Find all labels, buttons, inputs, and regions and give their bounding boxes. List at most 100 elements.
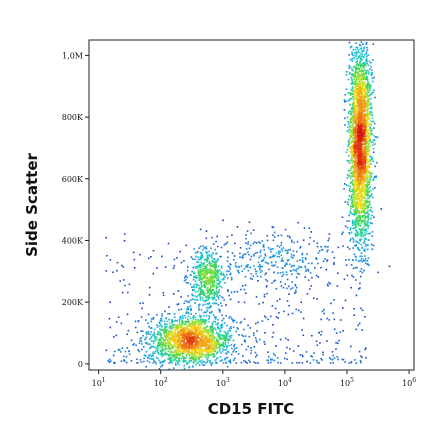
data-point <box>352 153 355 155</box>
data-point <box>142 334 144 337</box>
data-point <box>253 361 255 364</box>
data-point <box>351 132 354 135</box>
data-point <box>354 219 357 221</box>
data-point <box>357 105 360 107</box>
data-point <box>371 77 374 79</box>
data-point <box>227 290 229 292</box>
data-point <box>194 347 197 349</box>
data-point <box>366 85 368 87</box>
data-point <box>358 199 360 201</box>
data-point <box>180 327 183 329</box>
data-point <box>310 355 312 357</box>
data-point <box>364 262 367 265</box>
data-point <box>209 283 211 286</box>
data-point <box>113 336 115 338</box>
data-point <box>186 300 188 303</box>
data-point <box>357 260 360 263</box>
data-point <box>366 135 369 137</box>
data-point <box>355 114 357 117</box>
data-point <box>189 305 192 307</box>
data-point <box>179 349 182 351</box>
data-point <box>353 120 356 123</box>
data-point <box>171 346 174 349</box>
data-point <box>206 282 208 285</box>
data-point <box>256 275 259 277</box>
data-point <box>128 353 131 356</box>
data-point <box>350 190 352 193</box>
data-point <box>180 296 182 298</box>
data-point <box>353 213 355 215</box>
data-point <box>353 117 356 119</box>
data-point <box>367 140 370 143</box>
data-point <box>363 88 365 91</box>
data-point <box>211 271 214 274</box>
data-point <box>202 245 204 247</box>
data-point <box>191 320 193 322</box>
data-point <box>367 124 370 127</box>
data-point <box>272 331 275 334</box>
data-point <box>366 162 369 164</box>
data-point <box>167 242 170 245</box>
data-point <box>208 345 210 347</box>
data-point <box>291 273 293 275</box>
data-point <box>164 346 167 349</box>
data-point <box>204 354 207 357</box>
data-point <box>153 337 156 340</box>
data-point <box>366 79 369 81</box>
data-point <box>284 357 286 360</box>
data-point <box>353 253 356 255</box>
data-point <box>364 148 367 151</box>
data-point <box>198 273 201 275</box>
data-point <box>179 325 182 328</box>
data-point <box>202 265 204 267</box>
data-point <box>202 360 204 363</box>
data-point <box>179 354 181 357</box>
data-point <box>354 182 357 185</box>
data-point <box>360 190 362 192</box>
data-point <box>241 270 243 273</box>
data-point <box>300 311 302 313</box>
data-point <box>186 324 188 327</box>
data-point <box>152 362 155 364</box>
data-point <box>157 343 160 345</box>
data-point <box>144 342 147 344</box>
data-point <box>357 77 359 79</box>
data-point <box>196 345 198 348</box>
data-point <box>350 345 352 348</box>
data-point <box>173 323 175 326</box>
data-point <box>355 165 358 168</box>
data-point <box>363 188 366 191</box>
data-point <box>173 265 176 267</box>
data-point <box>215 264 218 267</box>
data-point <box>204 321 207 324</box>
data-point <box>187 320 189 322</box>
data-point <box>356 136 358 138</box>
data-point <box>183 345 185 347</box>
data-point <box>257 362 259 364</box>
data-point <box>355 294 358 297</box>
data-point <box>236 290 239 293</box>
data-point <box>348 232 351 234</box>
data-point <box>181 357 183 360</box>
data-point <box>219 330 222 333</box>
data-point <box>183 367 186 370</box>
data-point <box>359 228 362 231</box>
data-point <box>159 331 161 333</box>
data-point <box>370 97 372 100</box>
data-point <box>359 70 361 72</box>
data-point <box>212 314 215 316</box>
data-point <box>195 359 197 361</box>
data-point <box>165 331 167 333</box>
data-point <box>237 271 240 273</box>
data-point <box>373 151 375 154</box>
data-point <box>169 353 172 356</box>
data-point <box>358 108 360 110</box>
data-point <box>368 172 370 175</box>
data-point <box>320 266 322 269</box>
data-point <box>358 84 361 86</box>
data-point <box>280 234 283 237</box>
data-point <box>215 286 218 289</box>
data-point <box>168 313 171 315</box>
data-point <box>164 326 166 328</box>
data-point <box>222 277 225 280</box>
